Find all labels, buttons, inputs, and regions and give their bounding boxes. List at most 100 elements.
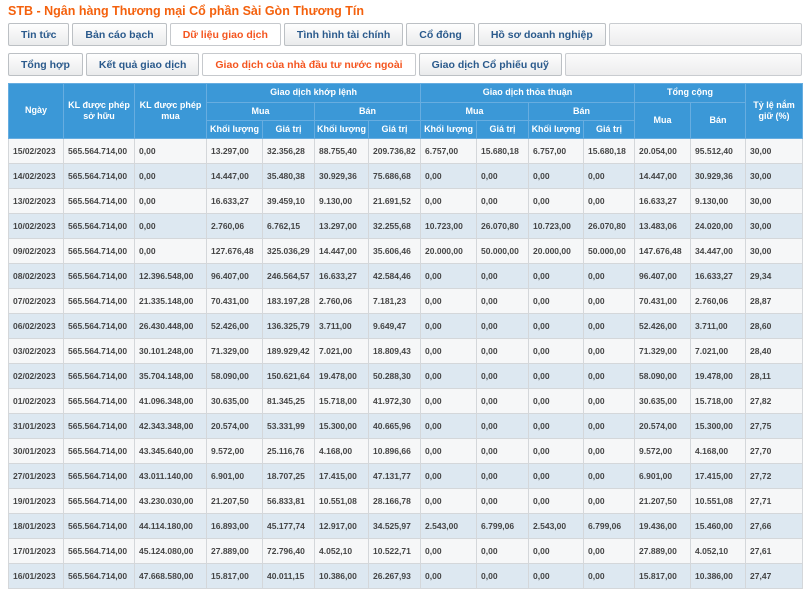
cell-om-sell-value: 42.584,46 (367, 263, 422, 289)
cell-pt-sell-value: 0,00 (583, 538, 636, 564)
cell-pt-sell-value: 0,00 (583, 438, 636, 464)
cell-om-sell-volume: 16.633,27 (314, 263, 369, 289)
cell-pt-sell-value: 0,00 (583, 563, 636, 589)
cell-total-buy: 30.635,00 (634, 388, 692, 414)
tab[interactable]: Giao dịch của nhà đầu tư nước ngoài (202, 53, 416, 76)
cell-total-buy: 52.426,00 (634, 313, 692, 339)
foreign-investor-transactions-table: Ngày KL được phép sở hữu KL được phép mu… (8, 83, 804, 589)
cell-om-buy-volume: 15.817,00 (206, 563, 263, 589)
cell-pt-buy-value: 0,00 (476, 538, 530, 564)
cell-holding-ratio: 27,75 (745, 413, 804, 439)
cell-total-buy: 70.431,00 (634, 288, 692, 314)
tab-label: Dữ liệu giao dịch (182, 28, 268, 41)
table-row: 30/01/2023 565.564.714,00 43.345.640,00 … (8, 438, 804, 464)
cell-allowed-own: 565.564.714,00 (63, 388, 135, 414)
cell-holding-ratio: 28,60 (745, 313, 804, 339)
cell-pt-buy-volume: 20.000,00 (420, 238, 478, 264)
cell-pt-sell-value: 0,00 (583, 488, 636, 514)
cell-total-sell: 7.021,00 (690, 338, 747, 364)
cell-allowed-own: 565.564.714,00 (63, 288, 135, 314)
table-row: 09/02/2023 565.564.714,00 0,00 127.676,4… (8, 238, 804, 264)
cell-om-buy-volume: 27.889,00 (206, 538, 263, 564)
cell-holding-ratio: 30,00 (745, 138, 804, 164)
cell-om-buy-volume: 21.207,50 (206, 488, 263, 514)
cell-allowed-buy: 0,00 (134, 188, 207, 214)
tab-label: Giao dịch Cổ phiếu quỹ (431, 58, 549, 71)
tab[interactable]: Tin tức (8, 23, 70, 46)
cell-om-buy-value: 246.564,57 (262, 263, 315, 289)
cell-om-sell-value: 26.267,93 (367, 563, 422, 589)
cell-pt-sell-value: 0,00 (583, 313, 636, 339)
tab[interactable]: Bản cáo bạch (72, 23, 167, 46)
cell-om-sell-volume: 17.415,00 (314, 463, 369, 489)
cell-allowed-buy: 12.396.548,00 (134, 263, 207, 289)
sub-tab-bar-filler (564, 53, 802, 76)
cell-om-buy-volume: 96.407,00 (206, 263, 263, 289)
cell-date: 13/02/2023 (8, 188, 64, 214)
group-header-total: Tổng cộng (634, 83, 747, 103)
cell-om-buy-volume: 58.090,00 (206, 363, 263, 389)
table-row: 14/02/2023 565.564.714,00 0,00 14.447,00… (8, 163, 804, 189)
subgroup-header-om-buy: Mua (206, 102, 315, 121)
cell-pt-buy-volume: 0,00 (420, 313, 478, 339)
cell-om-buy-value: 25.116,76 (262, 438, 315, 464)
cell-date: 30/01/2023 (8, 438, 64, 464)
cell-pt-sell-volume: 20.000,00 (528, 238, 585, 264)
cell-total-sell: 16.633,27 (690, 263, 747, 289)
tab[interactable]: Kết quả giao dịch (85, 53, 200, 76)
cell-pt-buy-volume: 0,00 (420, 538, 478, 564)
cell-om-buy-volume: 2.760,06 (206, 213, 263, 239)
cell-pt-buy-value: 0,00 (476, 388, 530, 414)
cell-pt-buy-volume: 0,00 (420, 263, 478, 289)
cell-holding-ratio: 30,00 (745, 238, 804, 264)
col-header-total-buy: Mua (634, 102, 692, 139)
col-header-pt-sell-volume: Khối lượng (528, 120, 585, 139)
cell-om-sell-value: 47.131,77 (367, 463, 422, 489)
col-header-om-buy-value: Giá trị (262, 120, 315, 139)
col-header-allowed-buy: KL được phép mua (134, 83, 207, 139)
subgroup-header-om-sell: Bán (313, 102, 422, 121)
cell-pt-sell-volume: 0,00 (528, 363, 585, 389)
cell-om-buy-value: 189.929,42 (262, 338, 315, 364)
cell-pt-buy-value: 15.680,18 (476, 138, 530, 164)
cell-allowed-buy: 0,00 (134, 138, 207, 164)
cell-om-buy-volume: 16.893,00 (206, 513, 263, 539)
cell-holding-ratio: 27,70 (745, 438, 804, 464)
cell-pt-sell-volume: 0,00 (528, 188, 585, 214)
tab[interactable]: Dữ liệu giao dịch (169, 23, 281, 46)
cell-allowed-own: 565.564.714,00 (63, 313, 135, 339)
cell-allowed-own: 565.564.714,00 (63, 513, 135, 539)
tab[interactable]: Cổ đông (406, 23, 475, 46)
cell-pt-buy-volume: 0,00 (420, 438, 478, 464)
tab[interactable]: Giao dịch Cổ phiếu quỹ (418, 53, 562, 76)
cell-pt-sell-volume: 0,00 (528, 338, 585, 364)
cell-allowed-buy: 43.230.030,00 (134, 488, 207, 514)
cell-pt-buy-volume: 0,00 (420, 363, 478, 389)
cell-allowed-own: 565.564.714,00 (63, 138, 135, 164)
cell-pt-buy-value: 0,00 (476, 363, 530, 389)
table-row: 13/02/2023 565.564.714,00 0,00 16.633,27… (8, 188, 804, 214)
cell-total-buy: 147.676,48 (634, 238, 692, 264)
cell-allowed-own: 565.564.714,00 (63, 263, 135, 289)
sub-tabs: Tổng hợp Kết quả giao dịch Giao dịch của… (8, 53, 565, 76)
cell-pt-sell-volume: 0,00 (528, 463, 585, 489)
cell-pt-sell-value: 0,00 (583, 263, 636, 289)
tab-label: Tình hình tài chính (296, 28, 391, 41)
cell-om-sell-volume: 19.478,00 (314, 363, 369, 389)
cell-allowed-own: 565.564.714,00 (63, 163, 135, 189)
cell-om-buy-value: 72.796,40 (262, 538, 315, 564)
cell-pt-sell-volume: 0,00 (528, 413, 585, 439)
cell-holding-ratio: 27,47 (745, 563, 804, 589)
main-tabs: Tin tức Bản cáo bạch Dữ liệu giao dịch T… (8, 23, 609, 46)
cell-om-buy-volume: 52.426,00 (206, 313, 263, 339)
cell-allowed-own: 565.564.714,00 (63, 338, 135, 364)
cell-pt-sell-volume: 0,00 (528, 438, 585, 464)
cell-om-buy-volume: 70.431,00 (206, 288, 263, 314)
tab[interactable]: Hồ sơ doanh nghiệp (477, 23, 606, 46)
tab-label: Hồ sơ doanh nghiệp (490, 28, 593, 41)
table-row: 06/02/2023 565.564.714,00 26.430.448,00 … (8, 313, 804, 339)
tab[interactable]: Tình hình tài chính (283, 23, 404, 46)
tab[interactable]: Tổng hợp (8, 53, 83, 76)
col-header-om-sell-volume: Khối lượng (314, 120, 369, 139)
cell-om-sell-value: 10.522,71 (367, 538, 422, 564)
